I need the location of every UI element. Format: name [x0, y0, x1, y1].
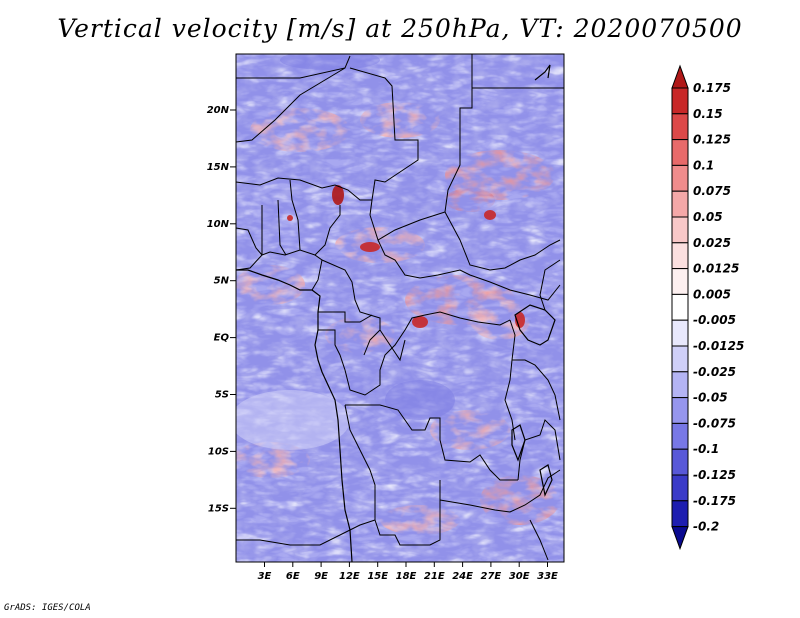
colorbar-level-label: -0.2: [693, 520, 719, 534]
colorbar-swatch: [671, 397, 689, 424]
longitude-axis: 3E 6E 9E 12E 15E 18E 21E 24E 27E 30E 33E: [258, 562, 558, 582]
lat-tick-label: 15N: [207, 162, 230, 173]
colorbar-swatch: [671, 268, 689, 295]
colorbar-level-label: -0.175: [693, 494, 736, 508]
lon-tick-label: 9E: [314, 571, 328, 582]
lon-tick-label: 24E: [452, 571, 473, 582]
colorbar-swatch: [671, 293, 689, 321]
colorbar-level-label: -0.025: [693, 365, 736, 379]
colorbar: 0.175 0.15 0.125 0.1 0.075 0.05 0.025 0.0125 0.0…: [671, 64, 744, 551]
colorbar-swatch: [671, 448, 689, 476]
colorbar-level-label: 0.125: [693, 133, 731, 147]
velocity-field: [236, 54, 564, 562]
colorbar-level-label: -0.1: [693, 442, 719, 456]
lat-tick-label: 20N: [207, 105, 230, 116]
colorbar-swatch: [671, 190, 689, 218]
colorbar-swatch: [671, 422, 689, 450]
colorbar-level-label: 0.075: [693, 184, 731, 198]
lat-tick-label: 5N: [214, 276, 230, 287]
lon-tick-label: 27E: [481, 571, 502, 582]
colorbar-level-label: 0.175: [693, 81, 731, 95]
lat-tick-label: 10S: [208, 446, 229, 457]
colorbar-level-label: -0.075: [693, 416, 736, 430]
lon-tick-label: 15E: [367, 571, 388, 582]
colorbar-swatch: [671, 216, 689, 244]
colorbar-swatch: [671, 345, 689, 373]
colorbar-swatch: [671, 242, 689, 270]
colorbar-swatch: [671, 164, 689, 192]
colorbar-bottom-arrow: [671, 526, 689, 551]
lon-tick-label: 33E: [537, 571, 558, 582]
colorbar-level-label: -0.005: [693, 313, 736, 327]
colorbar-level-label: 0.1: [693, 158, 714, 172]
colorbar-swatch: [671, 139, 689, 166]
colorbar-swatch: [671, 474, 689, 502]
lat-tick-label: 5S: [215, 390, 229, 401]
colorbar-top-arrow: [671, 64, 689, 89]
colorbar-level-label: 0.025: [693, 236, 731, 250]
colorbar-level-label: 0.0125: [693, 262, 739, 276]
colorbar-level-label: -0.05: [693, 391, 728, 405]
coastline: [236, 64, 556, 562]
colorbar-level-label: -0.125: [693, 468, 736, 482]
colorbar-swatch: [671, 371, 689, 399]
grads-credit: GrADS: IGES/COLA: [4, 603, 91, 613]
latitude-axis: 20N 15N 10N 5N EQ 5S 10S 15S: [207, 105, 236, 514]
country-boundaries: [236, 54, 564, 561]
colorbar-level-label: 0.005: [693, 287, 731, 301]
colorbar-swatch: [671, 319, 689, 347]
lon-tick-label: 6E: [286, 571, 300, 582]
colorbar-swatch: [671, 113, 689, 141]
lon-tick-label: 12E: [339, 571, 360, 582]
lon-tick-label: 3E: [258, 571, 272, 582]
colorbar-level-label: -0.0125: [693, 339, 744, 353]
colorbar-swatch: [671, 87, 689, 115]
colorbar-level-label: 0.05: [693, 210, 723, 224]
lat-tick-label: EQ: [214, 333, 230, 344]
lat-tick-label: 15S: [208, 503, 229, 514]
lat-tick-label: 10N: [207, 219, 230, 230]
lon-tick-label: 30E: [509, 571, 530, 582]
lon-tick-label: 21E: [424, 571, 445, 582]
map-frame: [235, 53, 565, 563]
colorbar-level-label: 0.15: [693, 107, 723, 121]
map-title: Vertical velocity [m/s] at 250hPa, VT: 2…: [57, 14, 743, 43]
lon-tick-label: 18E: [396, 571, 417, 582]
colorbar-swatch: [671, 500, 689, 528]
